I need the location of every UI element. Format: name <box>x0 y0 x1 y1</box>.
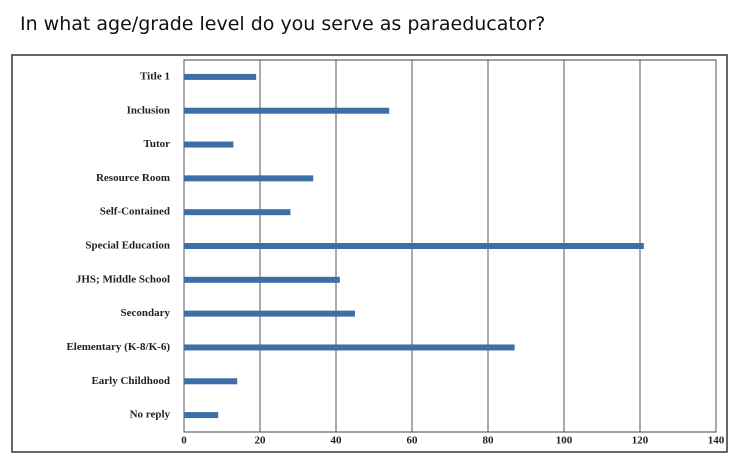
y-tick-label: JHS; Middle School <box>76 273 170 285</box>
bar <box>184 243 644 249</box>
x-tick-label: 20 <box>255 435 267 447</box>
y-tick-label: Inclusion <box>127 104 170 116</box>
bar <box>184 175 314 182</box>
bar <box>184 310 355 317</box>
bar <box>184 412 219 419</box>
x-tick-label: 140 <box>708 435 725 447</box>
bar <box>184 276 340 283</box>
bar <box>184 107 390 114</box>
x-tick-label: 0 <box>181 435 187 447</box>
x-tick-label: 80 <box>483 435 495 447</box>
y-tick-label: Title 1 <box>140 70 170 82</box>
y-tick-label: Resource Room <box>96 172 170 184</box>
bar <box>184 378 238 385</box>
x-tick-label: 60 <box>407 435 419 447</box>
y-tick-label: Secondary <box>121 307 171 319</box>
x-tick-label: 120 <box>632 435 649 447</box>
bar <box>184 344 515 351</box>
chart-frame <box>11 54 728 453</box>
bar <box>184 73 257 80</box>
x-tick-label: 40 <box>331 435 343 447</box>
y-tick-label: Special Education <box>85 240 170 252</box>
y-tick-label: Self-Contained <box>100 206 170 218</box>
bar <box>184 141 234 148</box>
y-tick-label: Elementary (K-8/K-6) <box>66 341 170 353</box>
y-tick-label: Early Childhood <box>91 375 170 387</box>
x-tick-label: 100 <box>556 435 573 447</box>
y-tick-label: Tutor <box>144 138 171 150</box>
chart-title: In what age/grade level do you serve as … <box>20 13 545 35</box>
bar <box>184 209 291 216</box>
y-tick-label: No reply <box>130 409 171 421</box>
